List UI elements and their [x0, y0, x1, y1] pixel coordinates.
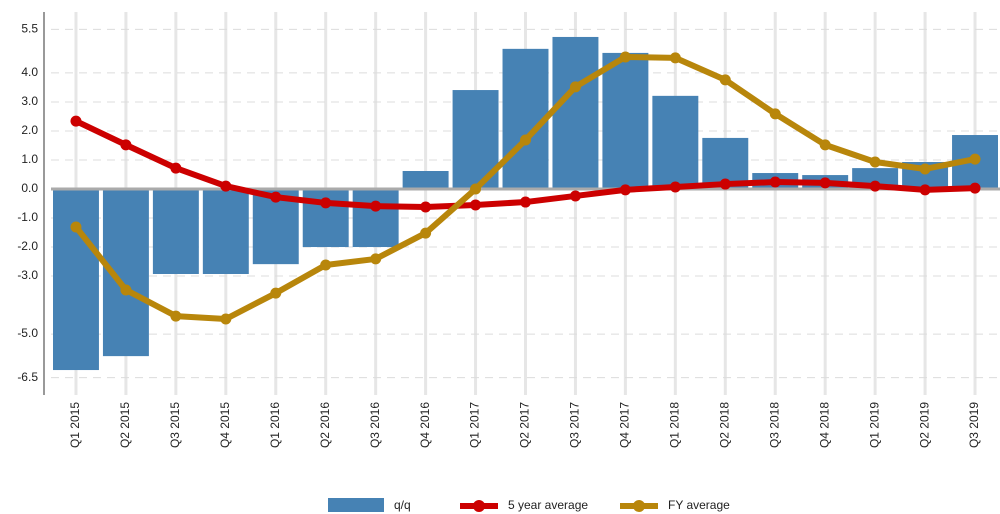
point	[520, 196, 531, 208]
point	[70, 115, 82, 127]
legend-swatch	[633, 500, 645, 512]
point	[270, 191, 282, 203]
x-tick-label: Q4 2017	[618, 402, 632, 448]
y-tick-label: -6.5	[17, 370, 38, 384]
point	[320, 259, 332, 271]
x-tick-label: Q3 2015	[168, 402, 182, 448]
point	[969, 153, 981, 165]
point	[869, 180, 881, 192]
y-tick-label: -5.0	[17, 326, 38, 340]
x-tick-label: Q2 2016	[318, 402, 332, 448]
x-tick-label: Q2 2018	[717, 402, 731, 448]
x-tick-label: Q4 2018	[817, 402, 831, 448]
point	[120, 284, 132, 296]
x-tick-label: Q4 2015	[218, 402, 232, 448]
point	[569, 190, 581, 202]
x-tick-label: Q1 2016	[268, 402, 282, 448]
x-tick-label: Q4 2016	[418, 402, 432, 448]
point	[919, 184, 931, 196]
y-tick-label: 0.0	[21, 181, 38, 195]
point	[869, 156, 881, 168]
legend-swatch	[473, 500, 485, 512]
y-tick-label: 5.5	[21, 22, 38, 36]
bar	[202, 188, 249, 275]
x-tick-label: Q1 2017	[468, 402, 482, 448]
x-tick-label: Q2 2015	[118, 402, 132, 448]
point	[420, 201, 432, 213]
bar	[502, 48, 549, 189]
point	[470, 183, 482, 195]
point	[320, 197, 332, 209]
point	[719, 178, 731, 190]
point	[819, 177, 831, 189]
point	[220, 180, 232, 192]
point	[669, 52, 681, 64]
legend-swatch	[328, 498, 384, 512]
x-tick-label: Q1 2015	[68, 402, 82, 448]
point	[170, 162, 182, 174]
x-tick-label: Q3 2017	[568, 402, 582, 448]
point	[719, 74, 731, 86]
point	[270, 287, 282, 299]
point	[470, 199, 482, 211]
bar	[602, 52, 649, 189]
bar	[552, 36, 599, 189]
x-tick-label: Q3 2016	[368, 402, 382, 448]
point	[769, 108, 781, 120]
x-tick-label: Q1 2019	[867, 402, 881, 448]
point	[669, 181, 681, 193]
bar	[152, 188, 199, 275]
y-tick-label: 2.0	[21, 123, 38, 137]
y-tick-label: 1.0	[21, 152, 38, 166]
x-tick-label: Q1 2018	[668, 402, 682, 448]
point	[220, 313, 232, 325]
bar	[652, 95, 699, 189]
point	[619, 51, 631, 63]
point	[969, 182, 981, 194]
y-tick-label: 3.0	[21, 94, 38, 108]
legend-label: 5 year average	[508, 498, 588, 512]
point	[420, 227, 432, 239]
point	[170, 310, 182, 322]
point	[819, 139, 831, 151]
point	[769, 176, 781, 188]
legend-label: q/q	[394, 498, 411, 512]
bar	[402, 171, 449, 189]
y-tick-label: -3.0	[17, 268, 38, 282]
point	[370, 253, 382, 265]
legend-label: FY average	[668, 498, 730, 512]
y-tick-label: -1.0	[17, 210, 38, 224]
point	[70, 221, 82, 233]
point	[370, 200, 382, 212]
x-tick-label: Q3 2019	[967, 402, 981, 448]
point	[120, 139, 132, 151]
x-tick-label: Q2 2019	[917, 402, 931, 448]
bar	[352, 188, 399, 248]
point	[569, 81, 581, 93]
bar	[52, 188, 99, 371]
x-tick-label: Q3 2018	[767, 402, 781, 448]
y-tick-label: 4.0	[21, 65, 38, 79]
y-tick-label: -2.0	[17, 239, 38, 253]
x-tick-label: Q2 2017	[518, 402, 532, 448]
point	[520, 134, 531, 146]
point	[919, 163, 931, 175]
point	[619, 184, 631, 196]
